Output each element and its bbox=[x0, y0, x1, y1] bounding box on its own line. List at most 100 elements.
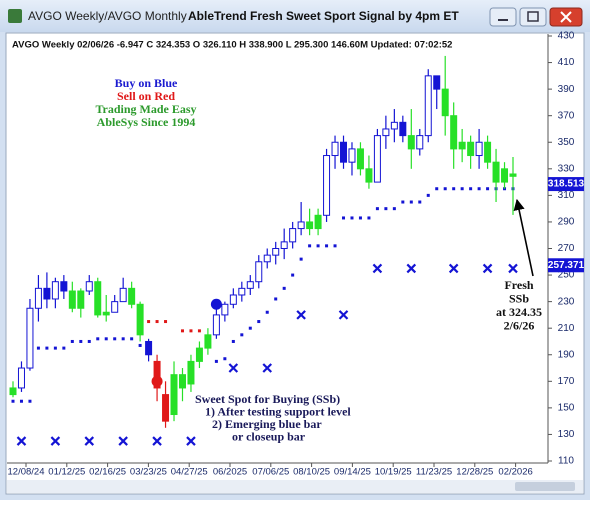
buy-signal bbox=[210, 298, 222, 310]
y-tick-label: 290 bbox=[558, 217, 575, 228]
window-title: AVGO Weekly/AVGO Monthly bbox=[28, 9, 187, 23]
x-marker bbox=[482, 263, 493, 274]
maximize-icon bbox=[527, 11, 539, 22]
maximize-button[interactable] bbox=[519, 7, 547, 27]
candle-body bbox=[458, 141, 466, 150]
candle-body bbox=[407, 135, 415, 150]
stop-dot bbox=[164, 320, 168, 324]
x-tick-label: 04/27/25 bbox=[171, 467, 208, 478]
stop-dot bbox=[257, 320, 261, 324]
candle-body bbox=[246, 281, 254, 289]
y-tick-label: 250 bbox=[558, 270, 575, 281]
candle-body bbox=[424, 75, 432, 137]
x-marker bbox=[372, 263, 383, 274]
stop-dot bbox=[223, 357, 227, 361]
note: 2/6/26 bbox=[504, 318, 535, 332]
candle-body bbox=[340, 141, 348, 163]
candle-body bbox=[255, 261, 263, 283]
arrow bbox=[513, 198, 534, 277]
stop-dot bbox=[350, 216, 354, 220]
candle-body bbox=[373, 135, 381, 183]
stop-dot bbox=[367, 216, 371, 220]
y-tick-label: 390 bbox=[558, 84, 575, 95]
scroll-bar[interactable] bbox=[7, 480, 583, 493]
candle-body bbox=[263, 254, 271, 263]
stop-dot bbox=[265, 310, 269, 314]
stop-dot bbox=[79, 339, 83, 343]
candle-body bbox=[85, 281, 93, 292]
candle-body bbox=[314, 214, 322, 230]
x-tick-label: 12/08/24 bbox=[8, 467, 45, 478]
stop-dot bbox=[460, 187, 464, 191]
candle-body bbox=[128, 287, 136, 305]
y-tick-label: 410 bbox=[558, 57, 575, 68]
candle-body bbox=[68, 290, 76, 309]
scroll-thumb[interactable] bbox=[515, 482, 575, 491]
stop-dot bbox=[121, 337, 125, 341]
candle-body bbox=[195, 347, 203, 362]
stop-dot bbox=[180, 329, 184, 333]
y-tick-label: 370 bbox=[558, 110, 575, 121]
candle-body bbox=[289, 228, 297, 243]
x-tick-label: 11/23/25 bbox=[416, 467, 452, 478]
candle-body bbox=[365, 168, 373, 183]
y-tick-label: 190 bbox=[558, 349, 575, 360]
minimize-button[interactable] bbox=[489, 7, 517, 27]
candle-body bbox=[212, 314, 220, 336]
x-marker bbox=[296, 310, 306, 320]
stop-dot bbox=[214, 359, 218, 363]
stop-dot bbox=[308, 244, 312, 248]
x-tick-label: 10/19/25 bbox=[375, 467, 412, 478]
stop-dot bbox=[342, 216, 346, 220]
candle-body bbox=[441, 88, 449, 117]
candle-body bbox=[221, 303, 229, 316]
price-flag bbox=[548, 258, 584, 273]
x-marker bbox=[448, 263, 459, 274]
stop-dot bbox=[443, 187, 447, 191]
x-tick-label: 02/2026 bbox=[498, 467, 532, 478]
x-tick-label: 02/16/25 bbox=[89, 467, 126, 478]
note: Sweet Spot for Buying (SSb) bbox=[195, 392, 340, 406]
x-marker bbox=[16, 436, 27, 446]
x-marker bbox=[406, 263, 417, 274]
candle-body bbox=[331, 141, 339, 157]
candle-body bbox=[238, 287, 246, 296]
info-line: AVGO Weekly 02/06/26 -6.947 C 324.353 O … bbox=[12, 40, 452, 51]
x-tick-label: 12/28/25 bbox=[456, 467, 493, 478]
x-marker bbox=[50, 436, 61, 446]
price-flag-label: 257.371 bbox=[548, 260, 585, 271]
candle-body bbox=[492, 161, 500, 183]
y-tick-label: 350 bbox=[558, 137, 575, 148]
x-tick-label: 07/06/25 bbox=[252, 467, 289, 478]
candle-body bbox=[26, 307, 34, 369]
stop-dot bbox=[147, 320, 151, 324]
candle-body bbox=[17, 367, 25, 389]
stop-dot bbox=[248, 326, 252, 330]
x-marker bbox=[228, 363, 239, 373]
stop-dot bbox=[469, 187, 473, 191]
candle-body bbox=[399, 121, 407, 137]
price-flag bbox=[548, 177, 584, 192]
y-tick-label: 110 bbox=[558, 456, 574, 467]
candle-body bbox=[136, 303, 144, 336]
stop-dot bbox=[333, 244, 337, 248]
price-flag-label: 318.513 bbox=[548, 179, 585, 190]
candle-body bbox=[229, 294, 237, 305]
candle-body bbox=[501, 168, 509, 183]
sell-signal bbox=[151, 375, 163, 387]
stop-dot bbox=[282, 286, 286, 290]
stop-dot bbox=[325, 244, 329, 248]
candle-body bbox=[94, 281, 102, 316]
candle-body bbox=[162, 394, 170, 422]
stop-dot bbox=[19, 399, 23, 403]
stop-dot bbox=[409, 200, 413, 204]
stop-dot bbox=[240, 333, 244, 337]
stop-dot bbox=[418, 200, 422, 204]
note: AbleSys Since 1994 bbox=[97, 115, 196, 129]
y-tick-label: 310 bbox=[558, 190, 575, 201]
stop-dot bbox=[197, 329, 201, 333]
candle-body bbox=[34, 287, 42, 309]
note: Fresh bbox=[504, 278, 533, 292]
x-marker bbox=[338, 310, 349, 320]
x-tick-label: 08/10/25 bbox=[293, 467, 330, 478]
